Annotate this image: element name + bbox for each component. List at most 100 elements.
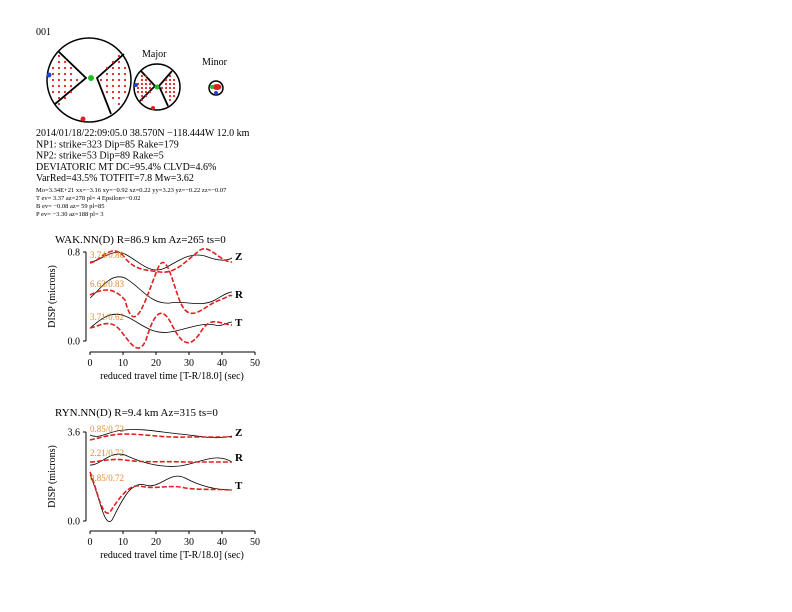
panel-title: WAK.NN(D) R=86.9 km Az=265 ts=0 <box>55 234 226 246</box>
polarity-dot <box>117 90 121 94</box>
minor-fill <box>212 84 222 90</box>
polarity-dot <box>140 74 144 78</box>
polarity-dot <box>168 78 172 82</box>
polarity-dot <box>140 94 144 98</box>
polarity-dot <box>140 98 144 102</box>
major-t <box>151 106 155 110</box>
component-name: T <box>235 480 243 492</box>
amplitude-label: 0.85/0.72 <box>90 424 124 434</box>
solution-detail: Mo=3.34E+21 xx=−3.16 xy=−0.92 xz=0.22 yy… <box>36 187 227 194</box>
y-tick-label: 0.0 <box>68 337 81 348</box>
polarity-dot <box>51 90 55 94</box>
polarity-dot <box>63 78 67 82</box>
polarity-dot <box>140 82 144 86</box>
panel-title: RYN.NN(D) R=9.4 km Az=315 ts=0 <box>55 407 218 419</box>
polarity-dot <box>164 90 168 94</box>
component-name: R <box>235 289 244 301</box>
x-tick-label: 30 <box>184 537 194 548</box>
polarity-dot <box>123 78 127 82</box>
solution-line: NP2: strike=53 Dip=89 Rake=5 <box>36 151 164 162</box>
polarity-dot <box>99 78 103 82</box>
polarity-dot <box>111 96 115 100</box>
amplitude-label: 3.71/0.62 <box>90 312 124 322</box>
solution-detail: T ev= 3.37 az=278 pl= 4 Epsilon=−0.02 <box>36 195 141 202</box>
beachball <box>46 37 132 123</box>
x-tick-label: 50 <box>250 358 260 369</box>
t-axis <box>80 116 86 122</box>
solution-line: VarRed=43.5% TOTFIT=7.8 Mw=3.62 <box>36 173 194 184</box>
minor-b <box>210 85 214 89</box>
polarity-dot <box>63 90 67 94</box>
p-axis <box>46 72 52 78</box>
polarity-dot <box>148 82 152 86</box>
major-b <box>154 84 160 90</box>
b-axis <box>88 75 94 81</box>
minor-p <box>214 91 218 95</box>
x-tick-label: 10 <box>118 537 128 548</box>
polarity-dot <box>144 78 148 82</box>
polarity-dot <box>111 78 115 82</box>
polarity-dot <box>144 90 148 94</box>
x-tick-label: 0 <box>88 358 93 369</box>
polarity-dot <box>69 90 73 94</box>
polarity-dot <box>168 86 172 90</box>
polarity-dot <box>105 78 109 82</box>
polarity-dot <box>164 82 168 86</box>
polarity-dot <box>75 78 79 82</box>
amplitude-label: 3.74/0.80 <box>90 250 125 260</box>
polarity-dot <box>172 82 176 86</box>
polarity-dot <box>57 84 61 88</box>
polarity-dot <box>51 72 55 76</box>
major-label: Major <box>142 49 167 60</box>
polarity-dot <box>117 66 121 70</box>
solution-line: 2014/01/18/22:09:05.0 38.570N −118.444W … <box>36 128 250 139</box>
x-tick-label: 40 <box>217 537 227 548</box>
polarity-dot <box>140 86 144 90</box>
polarity-dot <box>164 78 168 82</box>
event-id: 001 <box>36 27 51 38</box>
polarity-dot <box>105 66 109 70</box>
solution-text: 2014/01/18/22:09:05.0 38.570N −118.444W … <box>36 128 250 218</box>
polarity-dot <box>69 78 73 82</box>
polarity-dot <box>117 60 121 64</box>
polarity-dot <box>57 72 61 76</box>
polarity-dot <box>123 72 127 76</box>
polarity-dot <box>144 74 148 78</box>
polarity-dot <box>69 66 73 70</box>
polarity-dot <box>51 84 55 88</box>
major-ball <box>133 63 181 111</box>
beachballs <box>46 37 224 123</box>
amplitude-label: 2.21/0.72 <box>90 448 124 458</box>
x-tick-label: 30 <box>184 358 194 369</box>
polarity-dot <box>111 90 115 94</box>
polarity-dot <box>105 84 109 88</box>
polarity-dot <box>57 90 61 94</box>
polarity-dot <box>123 66 127 70</box>
component-name: T <box>235 317 243 329</box>
polarity-dot <box>57 102 61 106</box>
polarity-dot <box>63 96 67 100</box>
polarity-dot <box>63 60 67 64</box>
polarity-dot <box>164 86 168 90</box>
polarity-dot <box>172 86 176 90</box>
polarity-dot <box>57 78 61 82</box>
polarity-dot <box>136 90 140 94</box>
polarity-dot <box>117 72 121 76</box>
polarity-dot <box>144 86 148 90</box>
solution-detail: B ev= −0.08 az= 59 pl=85 <box>36 203 104 210</box>
polarity-dot <box>57 66 61 70</box>
polarity-dot <box>57 60 61 64</box>
polarity-dot <box>144 94 148 98</box>
polarity-dot <box>172 94 176 98</box>
polarity-dot <box>111 66 115 70</box>
waveforms-1 <box>89 248 233 349</box>
solution-detail: P ev= −3.30 az=188 pl= 3 <box>36 211 104 218</box>
polarity-dot <box>63 66 67 70</box>
polarity-dot <box>117 102 121 106</box>
solution-line: NP1: strike=323 Dip=85 Rake=179 <box>36 139 179 150</box>
polarity-dot <box>160 86 164 90</box>
y-axis-label: DISP (microns) <box>47 265 58 328</box>
polarity-dot <box>69 72 73 76</box>
polarity-dot <box>57 96 61 100</box>
component-name: Z <box>235 427 242 439</box>
